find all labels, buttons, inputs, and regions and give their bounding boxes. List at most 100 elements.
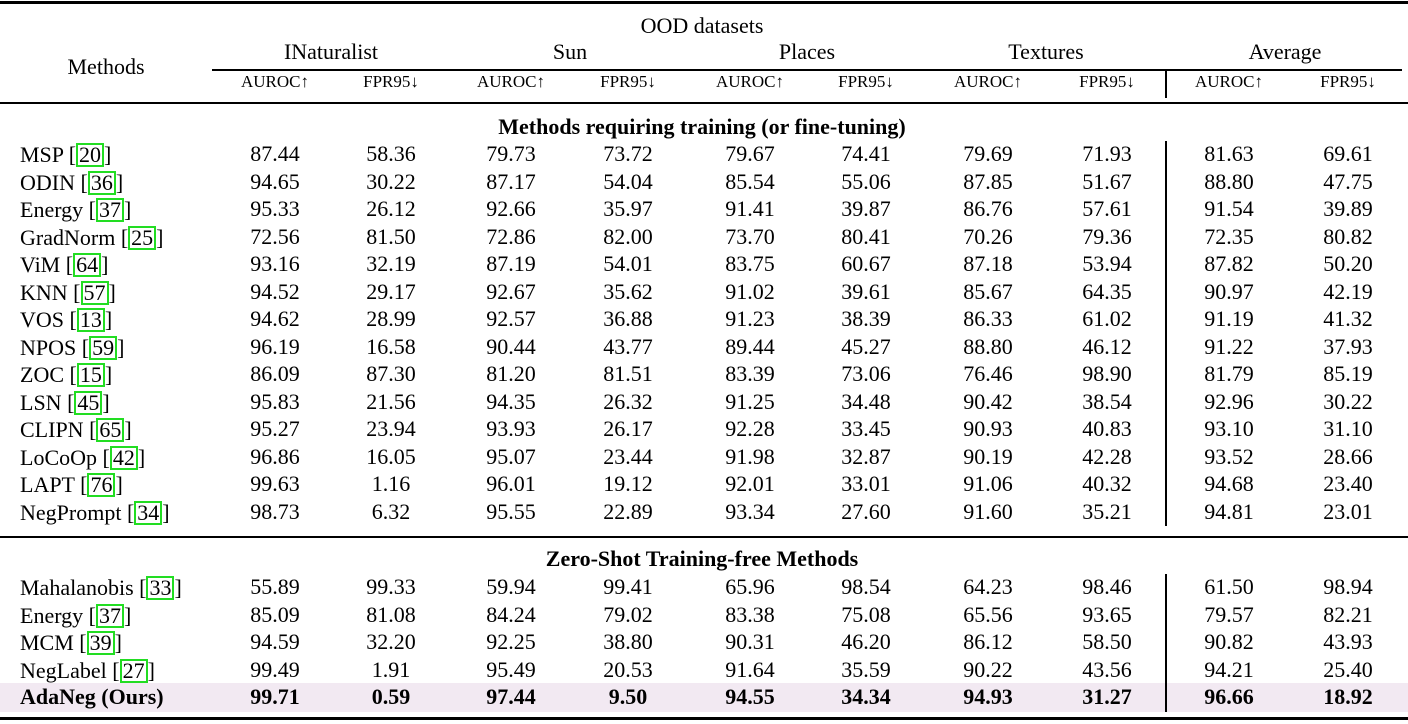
metric-value: 72.35 xyxy=(1204,223,1254,249)
metric-value: 96.66 xyxy=(1204,684,1254,709)
metric-value: 30.22 xyxy=(1323,388,1373,414)
metric-value: 81.50 xyxy=(366,223,416,249)
section-divider-rule xyxy=(0,536,1408,538)
method-name: LAPT [76] xyxy=(20,472,123,497)
metric-value: 18.92 xyxy=(1323,684,1373,709)
metric-value: 93.52 xyxy=(1204,443,1254,469)
metric-value: 79.73 xyxy=(486,141,536,166)
method-label: LoCoOp xyxy=(20,444,97,470)
citation-link[interactable]: 27 xyxy=(119,658,148,683)
metric-value: 91.54 xyxy=(1204,196,1254,221)
citation-link[interactable]: 25 xyxy=(128,225,157,250)
metric-value: 90.31 xyxy=(725,629,775,654)
metric-value: 94.81 xyxy=(1204,498,1254,524)
method-label: AdaNeg (Ours) xyxy=(20,684,164,709)
metric-value: 94.65 xyxy=(250,168,300,194)
citation-link[interactable]: 57 xyxy=(80,280,109,305)
method-label: ZOC xyxy=(20,362,64,387)
citation-link[interactable]: 76 xyxy=(87,473,116,497)
metric-value: 87.82 xyxy=(1204,251,1254,276)
metric-value: 35.59 xyxy=(841,656,891,682)
citation-link[interactable]: 34 xyxy=(134,500,163,525)
metric-value: 94.35 xyxy=(486,388,536,414)
metric-value: 91.19 xyxy=(1204,306,1254,331)
method-label: MCM xyxy=(20,630,74,655)
method-name: CLIPN [65] xyxy=(20,417,132,442)
metric-header: AUROC↑ xyxy=(953,72,1023,91)
citation-link[interactable]: 36 xyxy=(87,170,116,195)
metric-value: 92.57 xyxy=(486,306,536,331)
metric-value: 98.54 xyxy=(841,574,891,599)
method-label: MSP xyxy=(20,142,64,167)
method-label: GradNorm xyxy=(20,224,116,250)
citation-link[interactable]: 15 xyxy=(76,363,105,387)
metric-value: 33.45 xyxy=(841,416,891,441)
metric-value: 91.25 xyxy=(725,388,775,414)
metric-value: 30.22 xyxy=(366,168,416,194)
metric-value: 57.61 xyxy=(1082,196,1132,221)
metric-value: 94.21 xyxy=(1204,656,1254,682)
citation-link[interactable]: 39 xyxy=(86,631,115,655)
metric-value: 87.44 xyxy=(250,141,300,166)
metric-value: 41.32 xyxy=(1323,306,1373,331)
metric-value: 38.39 xyxy=(841,306,891,331)
metric-value: 76.46 xyxy=(963,361,1013,386)
citation-link[interactable]: 13 xyxy=(76,308,105,332)
metric-value: 86.12 xyxy=(963,629,1013,654)
metric-value: 83.38 xyxy=(725,601,775,627)
metric-value: 39.87 xyxy=(841,196,891,221)
metric-value: 94.59 xyxy=(250,629,300,654)
metric-value: 90.82 xyxy=(1204,629,1254,654)
metric-value: 35.21 xyxy=(1082,498,1132,524)
metric-value: 87.17 xyxy=(486,168,536,194)
citation-link[interactable]: 37 xyxy=(95,198,124,222)
average-separator xyxy=(1165,141,1167,526)
citation-link[interactable]: 64 xyxy=(73,253,102,277)
metric-value: 23.94 xyxy=(366,416,416,441)
method-name: Energy [37] xyxy=(20,197,132,222)
metric-value: 94.68 xyxy=(1204,471,1254,496)
metric-header: AUROC↑ xyxy=(715,72,785,91)
citation-link[interactable]: 65 xyxy=(96,418,125,442)
bottom-rule xyxy=(0,717,1408,720)
metric-value: 42.28 xyxy=(1082,443,1132,469)
metric-value: 23.01 xyxy=(1323,498,1373,524)
dataset-header-places: Places xyxy=(778,39,836,64)
metric-value: 94.55 xyxy=(725,684,775,709)
metric-value: 86.09 xyxy=(250,361,300,386)
citation-link[interactable]: 59 xyxy=(89,335,118,360)
metric-value: 87.30 xyxy=(366,361,416,386)
metric-value: 59.94 xyxy=(486,574,536,599)
method-name: ViM [64] xyxy=(20,252,109,277)
metric-value: 51.67 xyxy=(1082,168,1132,194)
citation-link[interactable]: 42 xyxy=(109,445,138,470)
metric-value: 42.19 xyxy=(1323,278,1373,304)
metric-value: 75.08 xyxy=(841,601,891,627)
metric-value: 43.93 xyxy=(1323,629,1373,654)
metric-value: 93.10 xyxy=(1204,416,1254,441)
metric-value: 93.65 xyxy=(1082,601,1132,627)
metric-value: 31.10 xyxy=(1323,416,1373,441)
method-label: NPOS xyxy=(20,334,77,360)
method-name: AdaNeg (Ours) xyxy=(20,686,164,708)
metric-value: 99.49 xyxy=(250,656,300,682)
method-label: Mahalanobis xyxy=(20,575,134,600)
metric-value: 21.56 xyxy=(366,388,416,414)
metric-value: 1.16 xyxy=(371,471,411,496)
metric-value: 91.06 xyxy=(963,471,1013,496)
metric-value: 87.18 xyxy=(963,251,1013,276)
metric-value: 87.85 xyxy=(963,168,1013,194)
metric-value: 96.01 xyxy=(486,471,536,496)
metric-value: 81.20 xyxy=(486,361,536,386)
method-name: KNN [57] xyxy=(20,279,116,305)
citation-link[interactable]: 33 xyxy=(146,576,175,600)
metric-header: AUROC↑ xyxy=(1194,72,1264,91)
metric-value: 36.88 xyxy=(603,306,653,331)
metric-value: 43.77 xyxy=(603,333,653,359)
citation-link[interactable]: 45 xyxy=(74,390,103,415)
section-title: Methods requiring training (or fine-tuni… xyxy=(498,114,906,139)
metric-header: FPR95↓ xyxy=(838,72,894,91)
citation-link[interactable]: 37 xyxy=(95,603,124,628)
metric-value: 81.79 xyxy=(1204,361,1254,386)
citation-link[interactable]: 20 xyxy=(76,143,105,167)
